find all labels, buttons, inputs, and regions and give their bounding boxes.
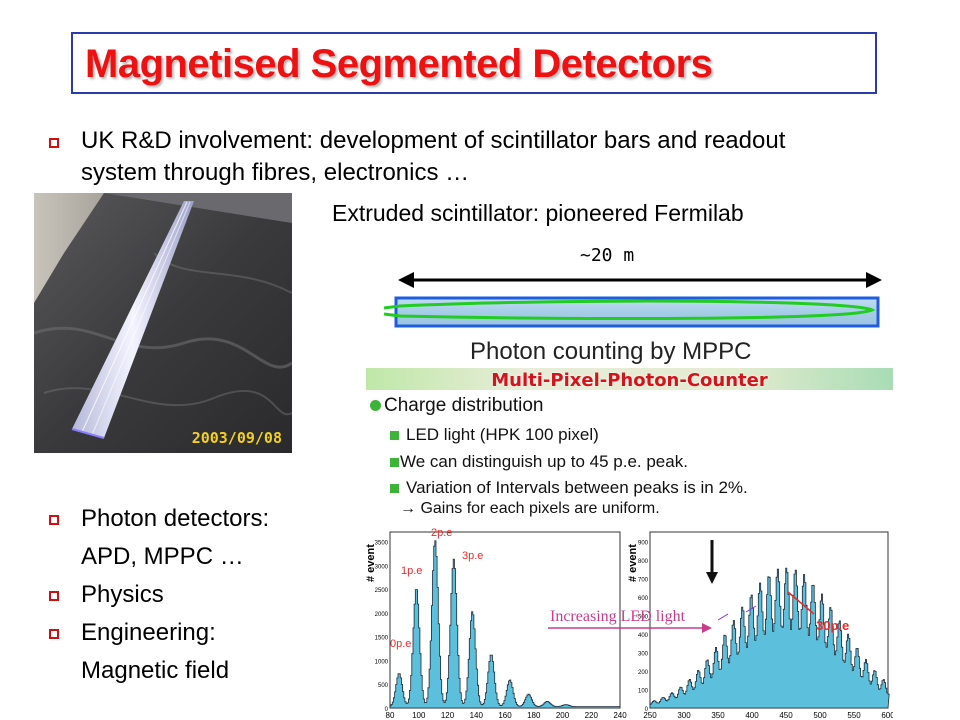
histogram-left-frame	[389, 531, 621, 709]
fibre-loop-shape	[383, 299, 876, 320]
x-tick-label: 120	[441, 711, 455, 720]
slide-title: Magnetised Segmented Detectors	[85, 42, 713, 86]
bullet-photon-detectors: Photon detectors:	[81, 505, 270, 532]
x-tick-label: 550	[847, 711, 861, 720]
histogram-left-y-ticks: 0 500 1000 1500 2000 2500 3000 3500	[375, 541, 389, 713]
green-square-icon	[390, 484, 399, 493]
histogram-right-bars	[649, 567, 890, 709]
increasing-led-label: Increasing LED light	[550, 608, 686, 625]
panel-title: Photon counting by MPPC	[470, 338, 752, 365]
y-tick-label: 400	[638, 633, 649, 639]
bullet-text-line1: UK R&D involvement: development of scint…	[81, 127, 786, 154]
x-tick-label: 100	[412, 711, 426, 720]
y-tick-label: 2000	[375, 612, 389, 618]
x-tick-label: 400	[745, 711, 759, 720]
arrow-left-icon	[398, 272, 414, 288]
y-tick-label: 300	[638, 651, 649, 657]
y-tick-label: 1500	[375, 636, 389, 642]
x-tick-label: 350	[711, 711, 725, 720]
bullet-photon-detectors-cont: APD, MPPC …	[81, 543, 244, 570]
histogram-fill	[649, 567, 890, 709]
bullet-text-line2: system through fibres, electronics …	[81, 159, 470, 186]
y-tick-label: 0	[385, 707, 389, 713]
y-tick-label: 3000	[375, 564, 389, 570]
panel-sub-note: → Gains for each pixels are uniform.	[400, 500, 660, 517]
histogram-left-ylabel: # event	[366, 544, 377, 582]
x-tick-label: 500	[813, 711, 827, 720]
annotation-1pe: 1p.e	[401, 565, 422, 577]
annotation-30pe: 30p.e	[816, 618, 849, 633]
scintillator-photo: 2003/09/08	[34, 193, 292, 453]
histogram-left: 0 500 1000 1500 2000 2500 3000 3500 80 100 120 140…	[366, 527, 628, 720]
x-tick-label: 450	[779, 711, 793, 720]
bullet-square-icon	[49, 515, 59, 525]
y-tick-label: 100	[638, 688, 649, 694]
scintillator-bar-diagram	[383, 272, 882, 328]
x-tick-label: 300	[677, 711, 691, 720]
panel-item-2: We can distinguish up to 45 p.e. peak.	[400, 452, 688, 471]
y-tick-label: 600	[638, 596, 649, 602]
interval-marker	[717, 613, 729, 621]
y-tick-label: 1000	[375, 659, 389, 665]
mppc-panel: Photon counting by MPPC Multi-Pixel-Phot…	[366, 330, 893, 720]
bullet-square-icon	[49, 138, 59, 148]
photo-date-stamp: 2003/09/08	[191, 429, 282, 447]
panel-item-3: Variation of Intervals between peaks is …	[406, 478, 748, 497]
x-tick-label: 220	[585, 711, 599, 720]
interval-marker	[745, 605, 757, 613]
panel-subtitle: Multi-Pixel-Photon-Counter	[491, 370, 768, 391]
annotation-3pe: 3p.e	[462, 550, 483, 562]
histogram-right-x-ticks: 250 300 350 400 450 500 550 600	[643, 711, 893, 720]
x-tick-label: 240	[613, 711, 627, 720]
green-square-icon	[390, 431, 399, 440]
increasing-led-arrow	[548, 623, 712, 633]
panel-subtitle-band	[366, 368, 893, 390]
bullet-physics: Physics	[81, 581, 164, 608]
annotation-0pe: 0p.e	[390, 638, 411, 650]
annotation-2pe: 2p.e	[431, 527, 452, 539]
histogram-left-bars	[389, 540, 621, 709]
histogram-right-y-ticks: 0 100 200 300 400 500 600 700 800 900	[638, 540, 649, 713]
y-tick-label: 500	[638, 614, 649, 620]
arrow-right-icon	[866, 272, 882, 288]
panel-item-1: LED light (HPK 100 pixel)	[406, 425, 599, 444]
green-dot-icon	[370, 400, 381, 411]
y-tick-label: 500	[378, 683, 389, 689]
x-tick-label: 250	[643, 711, 657, 720]
title-box: Magnetised Segmented Detectors	[71, 32, 877, 94]
scintillator-photo-image	[34, 193, 292, 453]
y-tick-label: 2500	[375, 588, 389, 594]
histogram-right: 0 100 200 300 400 500 600 700 800 900 250 300 350 40…	[628, 531, 893, 720]
histogram-right-ylabel: # event	[628, 544, 639, 582]
x-tick-label: 140	[470, 711, 484, 720]
x-tick-label: 160	[498, 711, 512, 720]
histogram-left-x-ticks: 80 100 120 140 160 180 200 220 240	[386, 711, 628, 720]
y-tick-label: 700	[638, 577, 649, 583]
x-tick-label: 80	[386, 711, 395, 720]
bullet-square-icon	[49, 591, 59, 601]
x-tick-label: 180	[527, 711, 541, 720]
y-tick-label: 900	[638, 540, 649, 546]
down-arrow-icon	[706, 572, 718, 584]
x-tick-label: 600	[881, 711, 893, 720]
y-tick-label: 0	[645, 707, 649, 713]
bullet-engineering-cont: Magnetic field	[81, 657, 230, 684]
bullet-engineering: Engineering:	[81, 619, 216, 646]
annotation-pointer-line	[787, 591, 815, 615]
panel-heading: Charge distribution	[384, 395, 544, 416]
length-label: ~20 m	[580, 245, 635, 266]
y-tick-label: 800	[638, 559, 649, 565]
extruded-caption: Extruded scintillator: pioneered Fermila…	[332, 200, 744, 226]
histogram-fill	[389, 540, 621, 709]
arrow-right-icon	[702, 623, 712, 633]
bullet-square-icon	[49, 629, 59, 639]
y-tick-label: 3500	[375, 541, 389, 547]
green-square-icon	[390, 458, 399, 467]
y-tick-label: 200	[638, 670, 649, 676]
x-tick-label: 200	[556, 711, 570, 720]
